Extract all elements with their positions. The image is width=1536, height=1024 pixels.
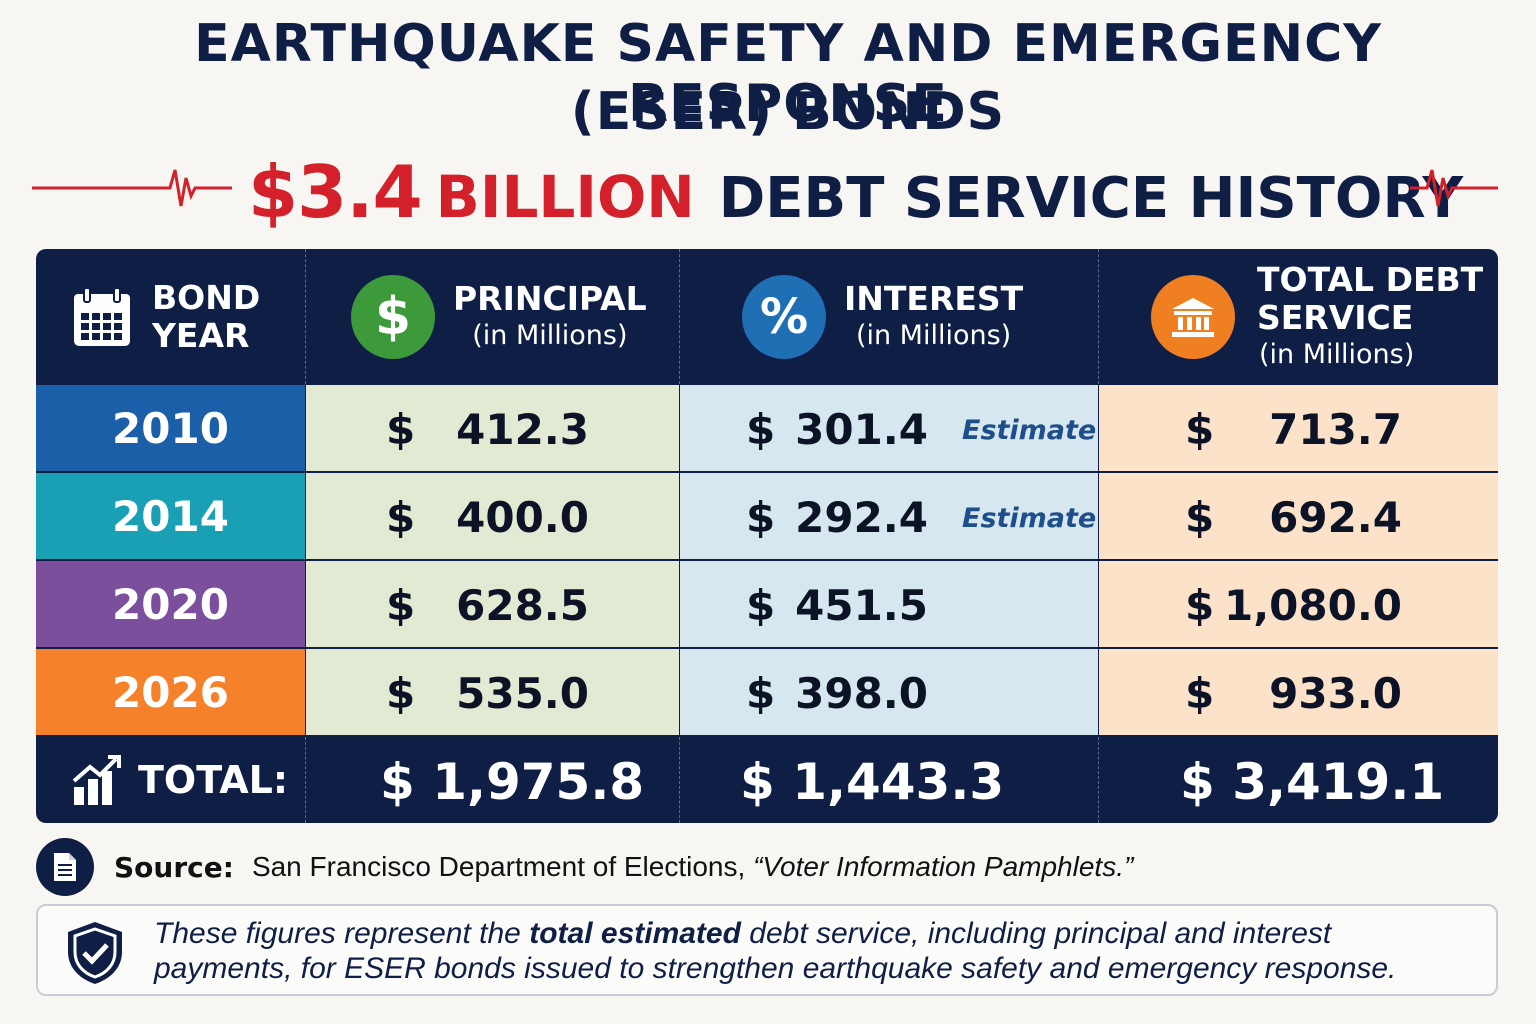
currency-symbol: $ (746, 669, 776, 718)
principal-cell: $535.0 (306, 649, 679, 735)
principal-cell: $400.0 (306, 473, 679, 559)
heartbeat-line-icon (32, 169, 232, 207)
dollar-icon: $ (351, 274, 435, 359)
divider (679, 249, 680, 384)
document-icon (36, 838, 94, 896)
note-text-after: debt service, including principal and in… (154, 917, 1397, 985)
divider (1098, 737, 1099, 823)
principal-value: 400.0 (456, 493, 589, 542)
currency-symbol: $ (1185, 493, 1215, 542)
currency-symbol: $ (386, 493, 416, 542)
total-principal: $ 1,975.8 (380, 753, 645, 811)
principal-cell: $628.5 (306, 561, 679, 647)
source-title: “Voter Information Pamphlets.” (753, 851, 1134, 882)
shield-check-icon (68, 922, 122, 984)
header-total-line1: TOTAL DEBT (1257, 259, 1484, 299)
currency-symbol: $ (1185, 581, 1215, 630)
table-row: 2014 $400.0 $292.4 Estimate $692.4 (36, 473, 1498, 559)
currency-symbol: $ (746, 493, 776, 542)
title-line-1: EARTHQUAKE SAFETY AND EMERGENCY RESPONSE (194, 14, 1382, 134)
table-row: 2010 $412.3 $301.4 Estimate $713.7 (36, 385, 1498, 471)
interest-value: 301.4 (795, 405, 928, 454)
bond-year-cell: 2010 (36, 385, 305, 471)
header-year-line2: YEAR (152, 315, 250, 355)
currency-symbol: $ (1185, 669, 1215, 718)
source-line: Source: San Francisco Department of Elec… (36, 838, 1498, 896)
interest-value: 451.5 (795, 581, 928, 630)
interest-cell: $301.4 Estimate (680, 385, 1098, 471)
calendar-icon (74, 286, 130, 346)
currency-symbol: $ (1185, 405, 1215, 454)
currency-symbol: $ (386, 581, 416, 630)
currency-symbol: $ (746, 581, 776, 630)
header-principal-title: PRINCIPAL (453, 278, 647, 318)
source-text: San Francisco Department of Elections, (251, 851, 754, 882)
divider (305, 249, 306, 384)
total-debt-service-value: 692.4 (1269, 493, 1402, 542)
header-principal-sub: (in Millions) (472, 319, 628, 351)
principal-value: 535.0 (456, 669, 589, 718)
total-debt-service-value: 1,080.0 (1223, 581, 1402, 630)
total-debt-service: $ 3,419.1 (1180, 753, 1445, 811)
header-total-line2: SERVICE (1257, 297, 1414, 337)
currency-symbol: $ (386, 669, 416, 718)
growth-chart-icon (72, 755, 121, 805)
note-text-before: These figures represent the (154, 917, 530, 950)
interest-value: 398.0 (795, 669, 928, 718)
totals-row: TOTAL: $ 1,975.8 $ 1,443.3 $ 3,419.1 (36, 737, 1498, 823)
title-line-2: (ESER) BONDS (570, 82, 1006, 142)
bond-year-cell: 2014 (36, 473, 305, 559)
header-total-sub: (in Millions) (1259, 338, 1415, 370)
table-row: 2020 $628.5 $451.5 $1,080.0 (36, 561, 1498, 647)
estimate-note: Estimate (962, 503, 1097, 534)
percent-icon: % (742, 274, 826, 359)
total-debt-service-cell: $933.0 (1099, 649, 1498, 735)
currency-symbol: $ (746, 405, 776, 454)
divider (305, 737, 306, 823)
total-debt-service-value: 933.0 (1269, 669, 1402, 718)
principal-value: 412.3 (456, 405, 589, 454)
header-interest-title: INTEREST (844, 278, 1024, 318)
source-label: Source: (114, 850, 234, 884)
total-debt-service-cell: $1,080.0 (1099, 561, 1498, 647)
interest-value: 292.4 (795, 493, 928, 542)
divider (679, 737, 680, 823)
headline-amount: $3.4 (248, 150, 423, 234)
header-total: TOTAL DEBT SERVICE (in Millions) (1151, 249, 1483, 384)
total-debt-service-cell: $692.4 (1099, 473, 1498, 559)
bond-year-cell: 2020 (36, 561, 305, 647)
interest-cell: $451.5 (680, 561, 1098, 647)
header-interest-sub: (in Millions) (855, 319, 1012, 351)
subtitle: $3.4 BILLION DEBT SERVICE HISTORY (0, 150, 1536, 234)
total-interest: $ 1,443.3 (740, 753, 1005, 811)
total-debt-service-cell: $713.7 (1099, 385, 1498, 471)
heartbeat-line-icon (1410, 169, 1498, 207)
header-bond-year: BOND YEAR (72, 249, 260, 384)
interest-cell: $292.4 Estimate (680, 473, 1098, 559)
totals-label: TOTAL: (138, 758, 289, 802)
explanatory-note: These figures represent the total estima… (36, 904, 1498, 996)
principal-cell: $412.3 (306, 385, 679, 471)
debt-service-table: BOND YEAR $ PRINCIPAL (in Millions) % IN… (36, 249, 1498, 823)
note-text-bold: total estimated (529, 917, 741, 950)
currency-symbol: $ (386, 405, 416, 454)
table-row: 2026 $535.0 $398.0 $933.0 (36, 649, 1498, 735)
bank-icon (1151, 274, 1235, 359)
header-year-line1: BOND (152, 277, 261, 317)
header-principal: $ PRINCIPAL (in Millions) (351, 249, 647, 384)
headline-rest: DEBT SERVICE HISTORY (718, 166, 1464, 231)
header-interest: % INTEREST (in Millions) (742, 249, 1023, 384)
total-debt-service-value: 713.7 (1269, 405, 1402, 454)
principal-value: 628.5 (456, 581, 589, 630)
bond-year-cell: 2026 (36, 649, 305, 735)
divider (1098, 249, 1099, 384)
headline-billion: BILLION (435, 163, 695, 231)
estimate-note: Estimate (962, 415, 1097, 446)
interest-cell: $398.0 (680, 649, 1098, 735)
